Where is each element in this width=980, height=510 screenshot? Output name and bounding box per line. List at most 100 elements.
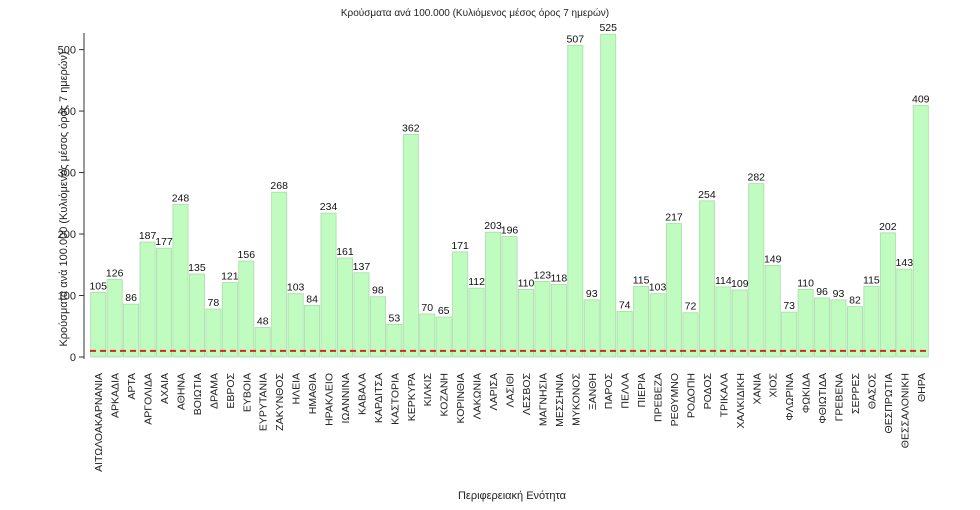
data-label: 48 [257,315,269,327]
bar [419,313,436,358]
data-label: 171 [451,240,469,252]
x-tick-label: ΣΕΡΡΕΣ [850,372,862,414]
x-tick-label: ΚΑΣΤΟΡΙΑ [389,373,401,425]
x-tick-label: ΚΟΡΙΝΘΙΑ [455,373,467,423]
bar [847,306,863,358]
bar [468,287,485,358]
data-label: 82 [849,295,861,307]
x-tick-label: ΜΕΣΣΗΝΙΑ [554,373,566,427]
y-tick-label: 200 [58,229,76,241]
x-tick-label: ΑΧΑΙΑ [159,373,171,404]
data-label: 525 [599,22,617,34]
data-label: 78 [208,297,220,309]
bar [320,212,337,358]
data-label: 53 [388,312,400,324]
bar [534,280,551,358]
bar [369,296,386,358]
x-tick-label: ΡΕΘΥΜΝΟ [669,373,681,426]
x-tick-label: ΑΘΗΝΑ [175,373,187,410]
data-label: 86 [125,292,137,304]
x-axis-title: Περιφερειακή Ενότητα [458,490,567,502]
y-tick-label: 300 [58,168,76,180]
data-label: 121 [221,271,239,283]
data-label: 137 [353,261,371,273]
x-tick-label: ΗΜΑΘΙΑ [307,373,319,414]
data-label: 196 [501,224,519,236]
bar [304,304,321,358]
x-tick-label: ΛΕΣΒΟΣ [521,372,533,415]
bar [172,204,189,358]
bar [287,293,304,358]
bar [254,327,271,358]
y-tick-label: 500 [58,45,76,57]
bar [550,284,567,358]
data-label: 98 [372,285,384,297]
x-tick-label: ΧΑΝΙΑ [751,373,763,405]
data-label: 126 [106,268,124,280]
data-label: 109 [731,278,749,290]
bar [764,264,781,358]
data-labels: 1051268618717724813578121156482681038423… [89,22,929,327]
x-tick-label: ΧΑΛΚΙΔΙΚΗ [735,373,747,428]
x-tick-label: ΓΡΕΒΕΝΑ [834,373,846,421]
x-tick-label: ΑΡΤΑ [126,373,138,400]
bar [452,251,469,358]
bar [715,286,732,358]
x-axis: ΑΙΤΩΛΟΑΚΑΡΝΑΝΙΑ ΑΡΚΑΔΙΑ ΑΡΤΑ ΑΡΓΟΛΙΔΑ ΑΧΑΙΑ Α… [93,372,928,471]
x-tick-label: ΖΑΚΥΝΘΟΣ [274,373,286,431]
data-label: 177 [155,236,173,248]
y-tick-label: 100 [58,291,76,303]
x-tick-label: ΔΡΑΜΑ [208,373,220,409]
data-label: 203 [484,220,502,232]
x-tick-label: ΛΑΚΩΝΙΑ [472,373,484,419]
data-label: 187 [139,230,157,242]
data-label: 254 [698,189,716,201]
y-axis: 0 100 200 300 400 500 [58,33,85,364]
x-tick-label: ΑΙΤΩΛΟΑΚΑΡΝΑΝΙΑ [93,373,105,472]
data-label: 84 [306,293,318,305]
bar [748,183,765,358]
data-label: 248 [172,193,190,205]
bar [386,324,403,358]
bar [879,232,896,358]
x-tick-label: ΘΕΣΣΑΛΟΝΙΚΗ [899,373,911,448]
bar [698,200,715,358]
x-tick-label: ΘΗΡΑ [916,373,928,402]
data-label: 118 [550,272,567,284]
x-tick-label: ΜΥΚΟΝΟΣ [570,372,582,425]
x-tick-label: ΘΕΣΠΡΩΤΙΑ [883,373,895,433]
bar [912,105,929,358]
bar [731,289,748,358]
x-tick-label: ΚΕΡΚΥΡΑ [406,373,418,421]
data-label: 105 [89,280,107,292]
data-label: 234 [320,201,338,213]
y-tick-label: 400 [58,106,76,118]
x-tick-label: ΘΑΣΟΣ [866,373,878,410]
x-tick-label: ΞΑΝΘΗ [587,373,599,410]
bar [682,312,699,358]
bar [797,288,814,358]
bar [830,299,847,358]
data-label: 96 [816,286,828,298]
data-label: 135 [188,262,206,274]
x-tick-label: ΛΑΡΙΣΑ [488,373,500,410]
x-tick-label: ΜΑΓΝΗΣΙΑ [537,373,549,426]
x-tick-label: ΕΥΡΥΤΑΝΙΑ [258,373,270,431]
bar [517,288,534,358]
data-label: 362 [402,122,420,134]
bar [402,134,419,358]
x-tick-label: ΗΡΑΚΛΕΙΟ [324,373,336,426]
bar [616,311,633,358]
data-label: 282 [747,172,765,184]
bar [238,260,255,358]
x-tick-label: ΒΟΙΩΤΙΑ [192,373,204,415]
data-label: 123 [534,269,552,281]
x-tick-label: ΑΡΓΟΛΙΔΑ [143,373,155,425]
data-label: 161 [336,246,354,258]
data-label: 73 [783,300,795,312]
data-label: 70 [421,302,433,314]
bar [156,247,172,358]
bar [781,311,798,358]
x-tick-label: ΛΑΣΙΘΙ [505,373,517,408]
